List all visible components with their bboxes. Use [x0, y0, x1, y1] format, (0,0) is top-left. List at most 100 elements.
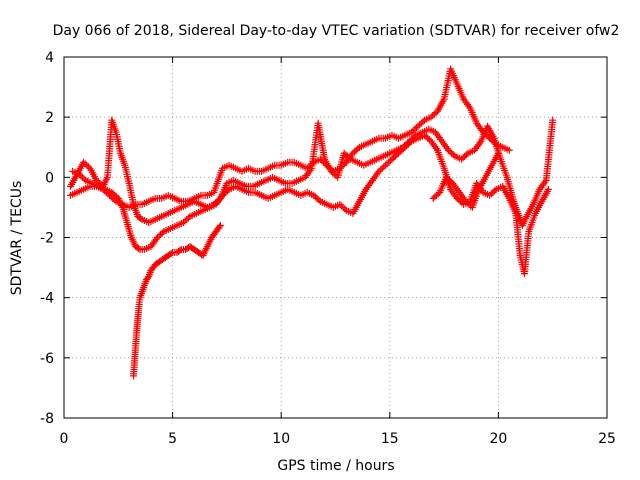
data-point-fill — [494, 183, 505, 192]
data-point-fill — [489, 151, 501, 167]
data-point-fill — [539, 187, 551, 203]
data-point-fill — [90, 180, 101, 189]
data-point-fill — [349, 156, 359, 165]
data-point — [549, 116, 557, 124]
data-point-fill — [409, 124, 420, 135]
data-point-fill — [279, 159, 290, 168]
data-point-fill — [117, 151, 128, 167]
data-point-fill — [537, 178, 549, 192]
data-point-fill — [192, 192, 203, 201]
data-point-fill — [211, 166, 226, 194]
data-point-fill — [428, 139, 440, 152]
data-point-fill — [169, 222, 179, 231]
data-point-fill — [227, 183, 237, 192]
data-point-fill — [410, 135, 420, 144]
data-point — [494, 149, 502, 157]
data-point-fill — [162, 225, 172, 234]
data-point-fill — [381, 150, 392, 159]
data-point-fill — [322, 157, 334, 173]
y-tick-label: -8 — [40, 411, 54, 427]
data-point-fill — [469, 188, 482, 209]
data-point-fill — [299, 162, 309, 171]
series-track-b — [67, 116, 557, 229]
data-point-fill — [342, 151, 353, 162]
data-point — [444, 146, 452, 154]
data-point-fill — [232, 177, 242, 186]
data-point-fill — [174, 247, 184, 256]
data-point-fill — [179, 197, 190, 205]
data-point-fill — [363, 178, 375, 192]
data-point-fill — [128, 235, 139, 249]
data-point-fill — [187, 244, 197, 253]
x-tick-label: 15 — [381, 431, 399, 447]
data-point-fill — [238, 180, 248, 189]
data-point-fill — [109, 118, 119, 134]
x-tick-label: 0 — [60, 431, 69, 447]
data-point-fill — [279, 186, 290, 195]
data-point-fill — [521, 230, 533, 275]
data-point-fill — [351, 145, 362, 156]
data-point-fill — [444, 175, 455, 186]
data-point-fill — [247, 165, 257, 174]
y-tick-label: 4 — [45, 50, 54, 66]
data-point-fill — [82, 183, 92, 192]
data-point — [544, 185, 552, 193]
data-point — [340, 149, 348, 157]
data-point-fill — [240, 186, 250, 195]
data-point — [80, 158, 88, 166]
x-tick-label: 25 — [598, 431, 616, 447]
data-point-fill — [421, 126, 431, 135]
data-point — [349, 149, 357, 157]
data-point-fill — [143, 244, 153, 253]
data-point-fill — [292, 159, 303, 168]
data-point-fill — [81, 160, 92, 171]
series-track-e — [429, 149, 502, 211]
data-point-fill — [160, 192, 170, 201]
data-point-fill — [94, 178, 105, 189]
data-point-fill — [264, 174, 274, 183]
data-point-fill — [542, 118, 556, 182]
data-point-fill — [388, 147, 398, 156]
data-point-fill — [148, 262, 158, 273]
data-point-fill — [134, 200, 144, 208]
data-point-fill — [435, 97, 447, 113]
data-point-fill — [153, 194, 164, 202]
data-point-fill — [68, 172, 80, 188]
data-point-fill — [292, 189, 303, 198]
data-point-fill — [416, 132, 426, 141]
data-point-fill — [204, 235, 215, 249]
data-point — [442, 173, 450, 181]
data-point-fill — [107, 193, 118, 204]
data-point-fill — [433, 130, 445, 143]
data-point-fill — [434, 149, 447, 170]
data-point-fill — [299, 189, 309, 198]
data-point-fill — [459, 151, 470, 162]
data-point-fill — [446, 148, 457, 159]
data-point-fill — [173, 204, 183, 213]
data-point-fill — [199, 201, 209, 210]
data-point-fill — [153, 259, 162, 268]
data-point-fill — [305, 189, 316, 198]
data-point-fill — [437, 175, 449, 194]
data-point-fill — [467, 106, 480, 125]
data-point-fill — [526, 212, 539, 233]
data-point-fill — [84, 177, 94, 186]
x-tick-label: 5 — [168, 431, 177, 447]
data-point-fill — [251, 180, 261, 189]
data-point-fill — [362, 159, 372, 168]
data-point-fill — [481, 189, 492, 198]
data-point-fill — [121, 164, 133, 185]
data-point-fill — [474, 121, 486, 134]
data-point-fill — [208, 201, 218, 210]
data-point-fill — [175, 219, 185, 228]
data-point-fill — [457, 190, 469, 204]
data-point-fill — [286, 186, 296, 195]
data-point-fill — [199, 191, 209, 199]
data-point-fill — [273, 161, 283, 169]
data-point-fill — [454, 82, 467, 101]
data-point-fill — [504, 176, 517, 203]
data-point-fill — [160, 210, 170, 219]
data-point-fill — [253, 167, 263, 175]
data-point — [421, 131, 429, 139]
data-point-fill — [506, 197, 519, 215]
